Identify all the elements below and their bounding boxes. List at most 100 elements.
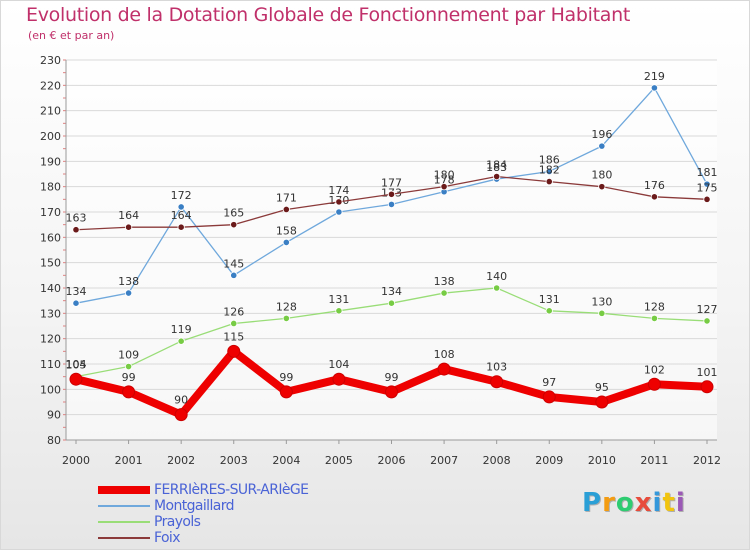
data-point: [542, 390, 556, 404]
legend-swatch: [98, 521, 150, 523]
legend-swatch: [98, 486, 150, 494]
data-point: [545, 178, 553, 186]
data-point: [650, 193, 659, 201]
legend-label: Prayols: [154, 514, 201, 530]
data-point: [545, 307, 553, 315]
data-label: 105: [66, 359, 87, 372]
data-point: [282, 238, 290, 246]
data-label: 138: [434, 275, 455, 288]
data-point: [227, 344, 241, 358]
data-label: 183: [486, 161, 507, 174]
y-tick-label: 160: [40, 231, 61, 244]
data-point: [335, 307, 343, 315]
data-label: 172: [171, 189, 192, 202]
data-point: [177, 337, 185, 345]
data-point: [598, 142, 606, 150]
line-chart: 8090100110120130140150160170180190200210…: [40, 54, 721, 467]
data-point: [650, 84, 659, 92]
data-label: 99: [385, 371, 399, 384]
data-point: [124, 289, 133, 297]
data-label: 158: [276, 224, 297, 237]
data-label: 119: [171, 323, 192, 336]
data-point: [387, 190, 396, 198]
data-label: 134: [66, 285, 87, 298]
y-tick-label: 90: [47, 409, 61, 422]
data-label: 165: [223, 207, 244, 220]
data-label: 163: [66, 212, 87, 225]
data-label: 175: [697, 181, 718, 194]
x-tick-label: 2008: [483, 454, 511, 467]
data-label: 127: [697, 303, 718, 316]
data-point: [440, 289, 448, 297]
data-label: 145: [223, 257, 244, 270]
y-tick-label: 230: [40, 54, 61, 67]
data-point: [490, 375, 504, 389]
data-label: 171: [276, 191, 297, 204]
data-point: [230, 319, 238, 328]
data-label: 102: [644, 363, 665, 376]
x-tick-label: 2000: [62, 454, 90, 467]
data-point: [230, 221, 238, 229]
legend-label: Foix: [154, 530, 181, 546]
data-label: 219: [644, 70, 665, 83]
data-point: [440, 183, 448, 191]
data-label: 184: [486, 159, 507, 172]
data-label: 97: [542, 376, 556, 389]
data-point: [124, 362, 133, 371]
data-point: [647, 377, 661, 391]
plot-area: [66, 60, 717, 440]
data-point: [72, 226, 80, 234]
y-tick-label: 190: [40, 155, 61, 168]
data-point: [69, 372, 83, 386]
data-label: 196: [591, 128, 612, 141]
y-tick-label: 210: [40, 105, 61, 118]
data-label: 138: [118, 275, 139, 288]
proxiti-logo: Proxiti: [582, 488, 686, 518]
y-tick-label: 130: [40, 307, 61, 320]
data-point: [650, 314, 659, 322]
data-label: 104: [328, 358, 349, 371]
data-point: [545, 167, 553, 176]
x-tick-label: 2001: [115, 454, 143, 467]
chart-subtitle: (en € et par an): [28, 29, 115, 42]
y-tick-label: 120: [40, 333, 61, 346]
data-label: 126: [223, 305, 244, 318]
data-point: [700, 380, 714, 394]
data-label: 134: [381, 285, 402, 298]
data-point: [282, 205, 290, 214]
data-point: [493, 284, 501, 292]
data-label: 180: [591, 169, 612, 182]
data-point: [177, 203, 185, 211]
data-label: 186: [539, 153, 560, 166]
legend-swatch: [98, 505, 150, 507]
data-point: [598, 183, 606, 191]
y-tick-label: 100: [40, 383, 61, 396]
data-point: [279, 385, 293, 399]
data-label: 99: [279, 371, 293, 384]
x-tick-label: 2007: [430, 454, 458, 467]
data-point: [282, 314, 290, 322]
y-tick-label: 150: [40, 257, 61, 270]
data-point: [332, 372, 346, 386]
data-label: 164: [171, 209, 192, 222]
x-tick-label: 2012: [693, 454, 721, 467]
legend-swatch: [98, 537, 150, 539]
data-label: 181: [697, 166, 718, 179]
data-point: [595, 395, 609, 409]
data-label: 108: [434, 348, 455, 361]
y-tick-label: 110: [40, 358, 61, 371]
data-label: 103: [486, 361, 507, 374]
data-label: 140: [486, 270, 507, 283]
y-tick-label: 80: [47, 434, 61, 447]
data-label: 95: [595, 381, 609, 394]
data-point: [230, 271, 238, 279]
data-label: 128: [276, 300, 297, 313]
y-tick-label: 170: [40, 206, 61, 219]
data-point: [385, 385, 398, 399]
data-label: 115: [223, 330, 244, 343]
data-point: [387, 299, 396, 307]
x-tick-label: 2005: [325, 454, 353, 467]
data-label: 182: [539, 164, 560, 177]
chart-title: Evolution de la Dotation Globale de Fonc…: [26, 4, 631, 26]
x-tick-label: 2011: [640, 454, 668, 467]
